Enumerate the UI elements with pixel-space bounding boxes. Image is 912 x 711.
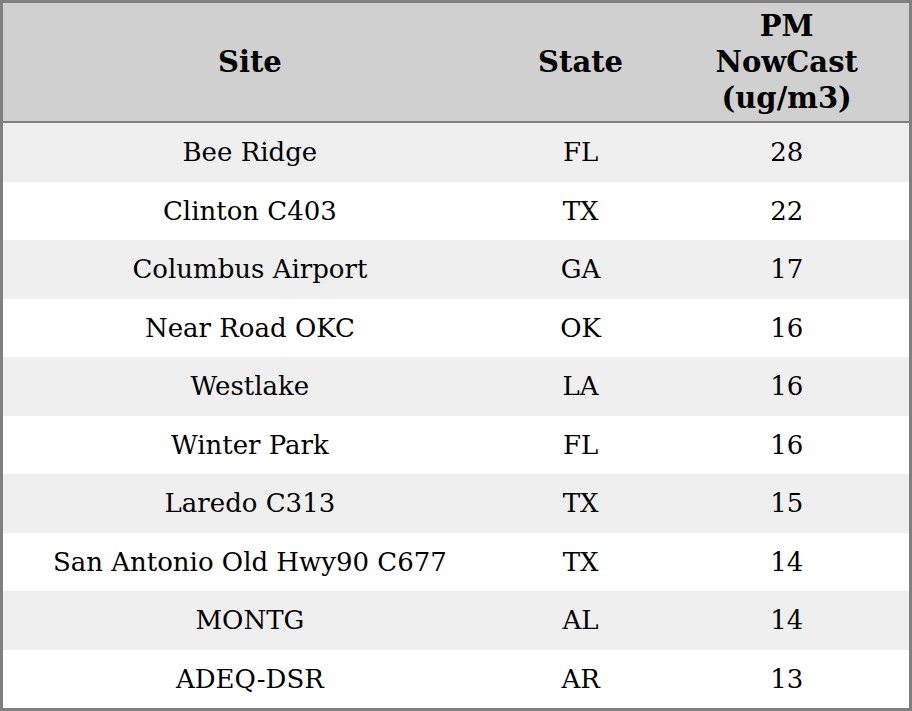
table-row: ADEQ-DSR AR 13 — [3, 650, 909, 709]
pm-value-cell: 16 — [664, 416, 909, 475]
table-row: MONTG AL 14 — [3, 591, 909, 650]
state-cell: TX — [497, 182, 665, 241]
site-cell: ADEQ-DSR — [3, 650, 497, 709]
table-row: Bee Ridge FL 28 — [3, 123, 909, 182]
state-cell: LA — [497, 357, 665, 416]
table-body: Bee Ridge FL 28 Clinton C403 TX 22 Colum… — [3, 123, 909, 708]
site-cell: Near Road OKC — [3, 299, 497, 358]
state-cell: GA — [497, 240, 665, 299]
site-cell: MONTG — [3, 591, 497, 650]
pm-value-cell: 17 — [664, 240, 909, 299]
column-header-pm-nowcast: PM NowCast (ug/m3) — [664, 3, 909, 121]
table-row: Near Road OKC OK 16 — [3, 299, 909, 358]
state-cell: FL — [497, 416, 665, 475]
pm-nowcast-table: Site State PM NowCast (ug/m3) Bee Ridge … — [0, 0, 912, 711]
pm-value-cell: 28 — [664, 123, 909, 182]
state-cell: AR — [497, 650, 665, 709]
pm-value-cell: 16 — [664, 299, 909, 358]
pm-value-cell: 16 — [664, 357, 909, 416]
table-row: San Antonio Old Hwy90 C677 TX 14 — [3, 533, 909, 592]
column-header-state: State — [497, 3, 665, 121]
column-header-pm-line1: PM — [760, 8, 814, 44]
table-row: Winter Park FL 16 — [3, 416, 909, 475]
site-cell: Columbus Airport — [3, 240, 497, 299]
state-cell: OK — [497, 299, 665, 358]
site-cell: Clinton C403 — [3, 182, 497, 241]
pm-value-cell: 22 — [664, 182, 909, 241]
state-cell: TX — [497, 474, 665, 533]
column-header-pm-line2: NowCast — [715, 44, 857, 80]
site-cell: Westlake — [3, 357, 497, 416]
column-header-pm-line3: (ug/m3) — [722, 80, 852, 116]
table-row: Laredo C313 TX 15 — [3, 474, 909, 533]
table-header-row: Site State PM NowCast (ug/m3) — [3, 3, 909, 123]
state-cell: TX — [497, 533, 665, 592]
site-cell: San Antonio Old Hwy90 C677 — [3, 533, 497, 592]
table-row: Westlake LA 16 — [3, 357, 909, 416]
column-header-state-label: State — [538, 44, 623, 80]
pm-value-cell: 15 — [664, 474, 909, 533]
pm-value-cell: 14 — [664, 591, 909, 650]
state-cell: AL — [497, 591, 665, 650]
site-cell: Bee Ridge — [3, 123, 497, 182]
table-row: Columbus Airport GA 17 — [3, 240, 909, 299]
site-cell: Winter Park — [3, 416, 497, 475]
pm-value-cell: 14 — [664, 533, 909, 592]
pm-value-cell: 13 — [664, 650, 909, 709]
table-row: Clinton C403 TX 22 — [3, 182, 909, 241]
column-header-site: Site — [3, 3, 497, 121]
site-cell: Laredo C313 — [3, 474, 497, 533]
state-cell: FL — [497, 123, 665, 182]
column-header-site-label: Site — [218, 44, 282, 80]
